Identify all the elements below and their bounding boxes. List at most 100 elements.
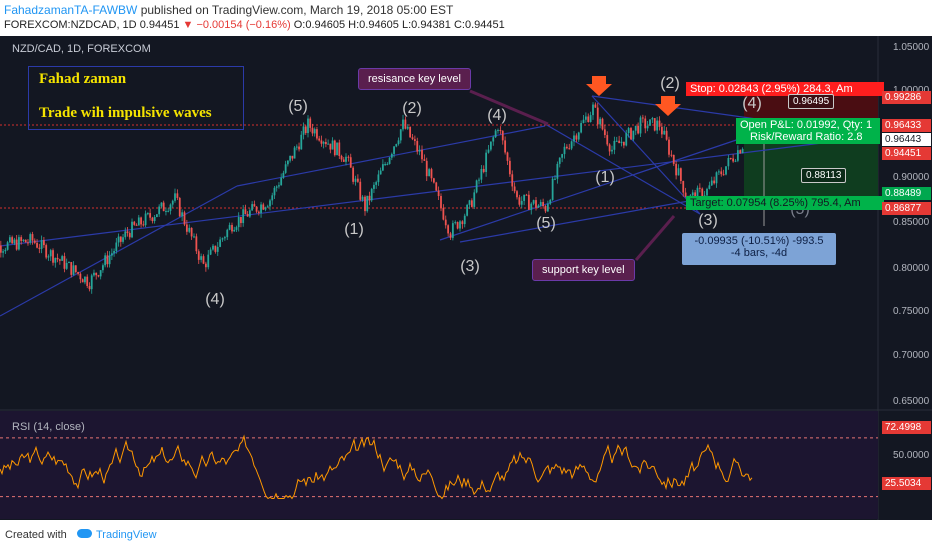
wave-label: (4) — [205, 291, 225, 308]
ohlc-values: O:0.94605 H:0.94605 L:0.94381 C:0.94451 — [293, 19, 505, 31]
candle-body — [656, 120, 659, 131]
candle-body — [516, 191, 518, 198]
candle-body — [342, 159, 345, 162]
chart-area[interactable]: NZD/CAD, 1D, FOREXCOM Fahad zaman Trade … — [0, 36, 932, 553]
candle-body — [573, 135, 575, 142]
candle-body — [366, 195, 369, 212]
candle-body — [260, 204, 262, 214]
candle-body — [45, 245, 48, 258]
candle-body — [399, 129, 402, 141]
candle-body — [266, 206, 269, 208]
candle-body — [675, 163, 678, 176]
candle-body — [331, 140, 334, 150]
candle-body — [611, 149, 613, 152]
candle-body — [589, 115, 592, 122]
candle-body — [126, 231, 129, 234]
candle-body — [65, 262, 68, 269]
trend-line — [0, 185, 238, 317]
candle-body — [185, 224, 188, 232]
price-tag: 0.88489 — [882, 187, 931, 200]
symbol-line: FOREXCOM:NZDCAD, 1D 0.94451 ▼ −0.00154 (… — [4, 19, 505, 31]
resistance-callout[interactable]: resisance key level — [358, 68, 471, 90]
symbol-name: FOREXCOM:NZDCAD, 1D — [4, 19, 137, 31]
candle-body — [144, 213, 147, 226]
candle-body — [625, 133, 628, 146]
candle-body — [430, 169, 433, 179]
candle-body — [513, 186, 516, 192]
candle-body — [454, 222, 457, 224]
tradingview-link[interactable]: TradingView — [96, 529, 157, 541]
candle-body — [418, 149, 421, 152]
pnl-label[interactable]: Open P&L: 0.01992, Qty: 1 Risk/Reward Ra… — [736, 118, 880, 144]
candle-body — [613, 140, 616, 150]
candle-body — [494, 130, 497, 138]
candle-body — [646, 125, 649, 129]
stop-label[interactable]: Stop: 0.02843 (2.95%) 284.3, Am — [686, 82, 884, 96]
candle-body — [499, 129, 502, 131]
candle-body — [710, 180, 713, 186]
candle-body — [324, 142, 327, 145]
candle-body — [386, 163, 389, 165]
candle-body — [295, 146, 298, 148]
candle-body — [8, 237, 11, 243]
candle-body — [56, 257, 59, 260]
entry-price-label: 0.96495 — [788, 94, 835, 109]
candle-body — [79, 273, 82, 280]
candle-body — [124, 231, 127, 238]
tradingview-logo-icon[interactable] — [77, 529, 92, 538]
candle-body — [228, 224, 231, 230]
support-callout[interactable]: support key level — [532, 259, 635, 281]
price-tag: 0.99286 — [882, 91, 931, 104]
candle-body — [233, 229, 236, 232]
candle-body — [713, 180, 716, 184]
publish-line: FahadzamanTA-FAWBW published on TradingV… — [4, 3, 453, 17]
candle-body — [727, 158, 730, 167]
candle-body — [649, 119, 651, 126]
candle-body — [43, 240, 45, 246]
target-label[interactable]: Target: 0.07954 (8.25%) 795.4, Am — [686, 196, 884, 210]
rsi-mid-label: 50.0000 — [893, 450, 930, 461]
candle-body — [542, 202, 545, 207]
chart-title: NZD/CAD, 1D, FOREXCOM — [12, 43, 151, 55]
candle-body — [197, 251, 200, 260]
candle-body — [340, 155, 343, 160]
candle-body — [594, 104, 597, 108]
candle-body — [359, 181, 362, 200]
note-box[interactable]: Fahad zaman Trade wih impulsive waves — [28, 66, 244, 130]
candle-body — [244, 209, 247, 215]
candle-body — [580, 122, 583, 133]
candle-body — [632, 130, 635, 140]
candle-body — [322, 142, 325, 144]
y-tick-label: 0.65000 — [893, 396, 930, 407]
resistance-callout-pointer — [469, 89, 549, 126]
candle-body — [606, 135, 609, 145]
candle-body — [682, 180, 685, 193]
candle-body — [149, 213, 152, 218]
candle-body — [461, 221, 464, 225]
candle-body — [679, 168, 682, 181]
candle-body — [302, 126, 305, 135]
candle-body — [307, 118, 309, 134]
wave-label: (1) — [595, 169, 615, 186]
author-link[interactable]: FahadzamanTA-FAWBW — [4, 3, 138, 17]
candle-body — [74, 265, 77, 273]
wave-label: (2) — [660, 75, 680, 92]
open-pnl: Open P&L: 0.01992, Qty: 1 — [740, 119, 873, 131]
candle-body — [384, 164, 387, 166]
y-tick-label: 0.80000 — [893, 263, 930, 274]
candle-body — [558, 157, 561, 164]
candle-body — [501, 130, 504, 141]
candle-body — [63, 256, 66, 269]
candle-body — [216, 246, 219, 252]
y-tick-label: 0.85000 — [893, 217, 930, 228]
candle-body — [264, 207, 267, 210]
candle-body — [568, 148, 571, 150]
candle-body — [345, 156, 347, 162]
candle-body — [113, 250, 115, 254]
candle-body — [117, 236, 120, 243]
candle-body — [442, 207, 445, 220]
candle-body — [320, 140, 323, 144]
candle-body — [33, 240, 36, 243]
candle-body — [106, 255, 109, 265]
candle-body — [459, 221, 461, 229]
